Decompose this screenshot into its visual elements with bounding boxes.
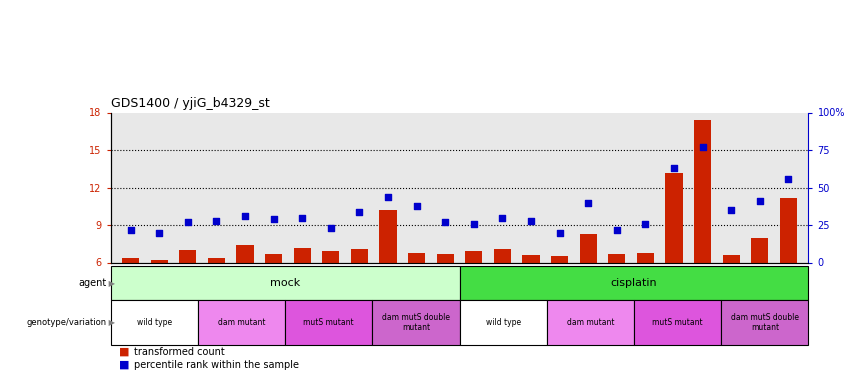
Point (696, 144, 710, 150)
Bar (580, 234, 597, 262)
Point (352, 209, 366, 214)
Bar (323, 251, 340, 262)
Point (553, 230, 567, 236)
Point (724, 207, 738, 213)
Bar (351, 249, 368, 262)
Text: dam mutant: dam mutant (567, 318, 614, 327)
Bar (294, 248, 311, 262)
Point (410, 202, 424, 208)
Bar (551, 256, 568, 262)
Bar (780, 198, 797, 262)
Point (610, 226, 624, 232)
Bar (465, 251, 483, 262)
Point (238, 213, 252, 219)
Point (467, 220, 481, 226)
Text: genotype/variation: genotype/variation (26, 318, 106, 327)
Text: mutS mutant: mutS mutant (304, 318, 354, 327)
Point (581, 200, 595, 206)
Point (381, 194, 395, 200)
Text: cisplatin: cisplatin (611, 278, 657, 288)
Text: ▶: ▶ (106, 318, 116, 327)
Point (667, 165, 681, 171)
Text: dam mutS double
mutant: dam mutS double mutant (382, 313, 450, 332)
Point (781, 176, 795, 181)
Point (638, 220, 652, 226)
Bar (408, 252, 426, 262)
Text: wild type: wild type (486, 318, 521, 327)
Text: GDS1400 / yjiG_b4329_st: GDS1400 / yjiG_b4329_st (111, 97, 270, 110)
Text: mock: mock (270, 278, 300, 288)
Point (324, 225, 338, 231)
Text: wild type: wild type (137, 318, 172, 327)
Bar (380, 210, 397, 262)
Text: ▶: ▶ (106, 279, 116, 288)
Text: dam mutant: dam mutant (218, 318, 266, 327)
Bar (265, 254, 283, 262)
Text: ■: ■ (119, 360, 129, 370)
Bar (694, 120, 711, 262)
Bar (722, 255, 740, 262)
Bar (122, 258, 140, 262)
Bar (208, 258, 225, 262)
Text: mutS mutant: mutS mutant (653, 318, 703, 327)
Bar (523, 255, 540, 262)
Text: dam mutS double
mutant: dam mutS double mutant (731, 313, 799, 332)
Text: percentile rank within the sample: percentile rank within the sample (134, 360, 300, 370)
Point (267, 216, 281, 222)
Bar (637, 252, 654, 262)
Point (495, 214, 509, 220)
Text: agent: agent (78, 278, 106, 288)
Bar (151, 260, 168, 262)
Point (524, 217, 538, 223)
Point (181, 219, 195, 225)
Point (124, 226, 138, 232)
Text: transformed count: transformed count (134, 346, 226, 357)
Bar (494, 249, 511, 262)
Point (753, 198, 767, 204)
Point (295, 214, 309, 220)
Text: ■: ■ (119, 346, 129, 357)
Bar (437, 254, 454, 262)
Point (152, 230, 166, 236)
Bar (751, 237, 768, 262)
Point (438, 219, 452, 225)
Bar (237, 245, 254, 262)
Point (209, 217, 223, 223)
Bar (665, 172, 683, 262)
Bar (180, 250, 197, 262)
Bar (608, 254, 625, 262)
